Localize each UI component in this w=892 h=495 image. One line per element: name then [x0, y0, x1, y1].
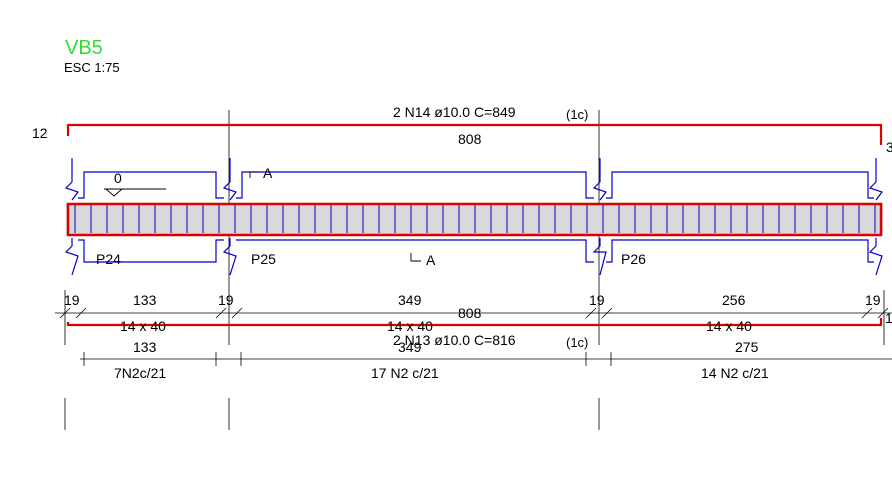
span-1-section: 14 x 40: [120, 318, 166, 334]
top-rebar-length: 808: [458, 131, 482, 147]
support-width-p25: 19: [218, 292, 234, 308]
top-rebar: [66, 123, 883, 145]
dimension-line-stirrups: [80, 352, 892, 366]
level-mark: 0: [114, 170, 122, 186]
span-3-stirrups: 14 N2 c/21: [701, 365, 769, 381]
bottom-rebar-layer: (1c): [566, 335, 588, 350]
span-1-stirrups: 7N2c/21: [114, 365, 166, 381]
support-name-p26: P26: [621, 251, 646, 267]
support-width-p26: 19: [589, 292, 605, 308]
span-2-stirrups: 17 N2 c/21: [371, 365, 439, 381]
support-name-p24: P24: [96, 251, 121, 267]
span-2-length: 349: [398, 292, 422, 308]
support-name-p25: P25: [251, 251, 276, 267]
top-hook-right: 3: [886, 139, 892, 155]
span-1-stirrup-length: 133: [133, 339, 157, 355]
stirrup-group: [74, 205, 876, 233]
span-1-length: 133: [133, 292, 157, 308]
stirrup-cage: [66, 202, 883, 237]
span-2-section: 14 x 40: [387, 318, 433, 334]
support-width-p24: 19: [64, 292, 80, 308]
top-rebar-label: 2 N14 ø10.0 C=849: [393, 104, 516, 120]
top-hook-left: 12: [32, 125, 48, 141]
span-2-stirrup-length: 349: [398, 339, 422, 355]
bottom-rebar: [66, 318, 883, 327]
beam-title: VB5: [65, 37, 103, 59]
top-rebar-layer: (1c): [566, 107, 588, 122]
bottom-hook-right: 1: [885, 310, 892, 326]
span-3-stirrup-length: 275: [735, 339, 759, 355]
section-mark-top: A: [263, 165, 273, 181]
drawing-scale: ESC 1:75: [64, 60, 120, 75]
section-cut: [249, 171, 421, 262]
span-3-length: 256: [722, 292, 746, 308]
beam-outline: [64, 158, 883, 276]
dimension-line-spans: [55, 307, 892, 319]
bottom-rebar-label: 2 N13 ø10.0 C=816: [393, 332, 516, 348]
level-marker: [104, 188, 166, 197]
span-3-section: 14 x 40: [706, 318, 752, 334]
reference-lines-bottom: [64, 398, 600, 430]
support-width-end: 19: [865, 292, 881, 308]
section-mark-bottom: A: [426, 252, 436, 268]
